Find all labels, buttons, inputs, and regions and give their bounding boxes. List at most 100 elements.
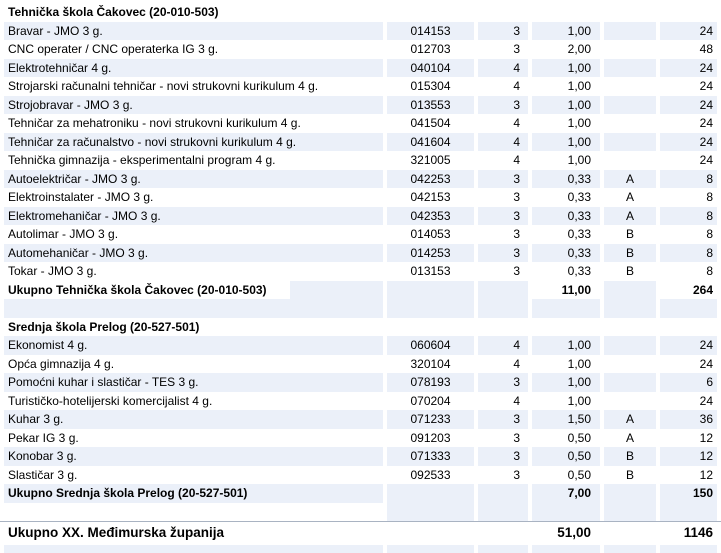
spacer-cell — [4, 545, 383, 553]
program-students: 24 — [660, 21, 717, 40]
program-students: 24 — [660, 132, 717, 151]
program-duration: 3 — [513, 264, 520, 278]
program-students: 12 — [699, 430, 713, 445]
program-students: 6 — [660, 373, 717, 392]
program-students: 24 — [660, 58, 717, 77]
program-group — [604, 40, 656, 59]
filler-cell — [604, 484, 656, 503]
program-name: Ekonomist 4 g. — [4, 336, 383, 355]
program-row: Tehničar za računalstvo - novi strukovni… — [0, 132, 721, 151]
program-students: 12 — [660, 447, 717, 466]
program-duration: 4 — [478, 58, 528, 77]
program-students: 24 — [699, 393, 713, 408]
program-code: 012703 — [410, 42, 451, 56]
program-duration: 3 — [478, 169, 528, 188]
spacer-cell — [660, 299, 717, 318]
program-classes: 1,50 — [532, 410, 600, 429]
program-classes: 0,33 — [567, 264, 591, 278]
program-row: Elektroinstalater - JMO 3 g. 042153 3 0,33 A… — [0, 188, 721, 207]
filler-cell — [478, 280, 528, 299]
section-header-row: Srednja škola Prelog (20-527-501) — [0, 318, 721, 337]
program-duration: 4 — [513, 79, 520, 93]
program-row: Strojobravar - JMO 3 g. 013553 3 1,00 24 — [0, 95, 721, 114]
program-students: 24 — [699, 79, 713, 93]
program-code: 040104 — [387, 58, 474, 77]
program-code: 078193 — [387, 373, 474, 392]
program-group — [604, 58, 656, 77]
program-code: 013153 — [410, 264, 451, 278]
program-group — [604, 77, 656, 96]
program-group: A — [604, 206, 656, 225]
program-classes: 0,33 — [532, 169, 600, 188]
section-total-label: Ukupno Tehnička škola Čakovec (20-010-50… — [8, 282, 267, 297]
spacer-cell — [604, 299, 656, 318]
program-code: 060604 — [387, 336, 474, 355]
program-row: Slastičar 3 g. 092533 3 0,50 B 12 — [0, 466, 721, 485]
program-duration: 4 — [513, 153, 520, 167]
program-classes: 1,00 — [532, 95, 600, 114]
program-students: 36 — [660, 410, 717, 429]
program-classes: 0,33 — [532, 243, 600, 262]
program-students: 8 — [706, 190, 713, 204]
program-group — [604, 355, 656, 374]
program-students: 24 — [699, 116, 713, 130]
section-total-label: Ukupno Srednja škola Prelog (20-527-501) — [4, 484, 383, 503]
section-total-classes: 11,00 — [561, 282, 591, 297]
spacer-cell — [387, 299, 474, 318]
program-duration: 4 — [478, 132, 528, 151]
program-duration: 4 — [513, 356, 520, 371]
spacer-cell — [532, 502, 600, 521]
program-group: B — [625, 227, 634, 241]
program-group: A — [604, 410, 656, 429]
section-header-row: Tehnička škola Čakovec (20-010-503) — [0, 3, 721, 22]
program-duration: 3 — [478, 206, 528, 225]
program-duration: 3 — [513, 190, 520, 204]
program-duration: 3 — [513, 227, 520, 241]
program-name: Strojobravar - JMO 3 g. — [4, 95, 383, 114]
program-row: Ekonomist 4 g. 060604 4 1,00 24 — [0, 336, 721, 355]
program-students: 8 — [706, 227, 713, 241]
program-duration: 3 — [513, 467, 520, 482]
grand-total-classes: 51,00 — [557, 525, 591, 540]
filler-cell — [604, 280, 656, 299]
program-classes: 1,00 — [532, 373, 600, 392]
section-title: Srednja škola Prelog (20-527-501) — [8, 319, 200, 334]
program-name: Tehničar za računalstvo - novi strukovni… — [4, 132, 383, 151]
program-name: Konobar 3 g. — [4, 447, 383, 466]
spacer-cell — [478, 502, 528, 521]
program-group: A — [625, 430, 634, 445]
program-classes: 1,00 — [567, 79, 591, 93]
program-group: B — [625, 264, 634, 278]
grand-total-label: Ukupno XX. Međimurska županija — [8, 525, 225, 540]
program-name: Pekar IG 3 g. — [8, 430, 79, 445]
program-group — [604, 95, 656, 114]
program-code: 070204 — [410, 393, 451, 408]
program-code: 014053 — [410, 227, 451, 241]
program-name: Elektrotehničar 4 g. — [4, 58, 383, 77]
program-group: B — [625, 467, 634, 482]
program-name: CNC operater / CNC operaterka IG 3 g. — [8, 42, 219, 56]
program-students: 8 — [660, 206, 717, 225]
spacer-row — [0, 545, 721, 553]
program-name: Bravar - JMO 3 g. — [4, 21, 383, 40]
program-code: 013553 — [387, 95, 474, 114]
program-name: Automehaničar - JMO 3 g. — [4, 243, 383, 262]
program-code: 041604 — [387, 132, 474, 151]
program-code: 092533 — [410, 467, 451, 482]
program-code: 320104 — [410, 356, 451, 371]
program-classes: 0,50 — [567, 467, 591, 482]
program-name: Tokar - JMO 3 g. — [8, 264, 97, 278]
program-row: Konobar 3 g. 071333 3 0,50 B 12 — [0, 447, 721, 466]
spacer-cell — [532, 545, 600, 553]
program-row: Opća gimnazija 4 g. 320104 4 1,00 24 — [0, 355, 721, 374]
program-students: 8 — [660, 243, 717, 262]
program-classes: 1,00 — [532, 21, 600, 40]
spacer-cell — [387, 545, 474, 553]
spacer-cell — [660, 545, 717, 553]
program-name: Elektroinstalater - JMO 3 g. — [8, 190, 154, 204]
program-row: Elektromehaničar - JMO 3 g. 042353 3 0,33 A 8 — [0, 206, 721, 225]
program-classes: 1,00 — [532, 58, 600, 77]
program-classes: 1,00 — [567, 356, 591, 371]
program-duration: 3 — [478, 21, 528, 40]
